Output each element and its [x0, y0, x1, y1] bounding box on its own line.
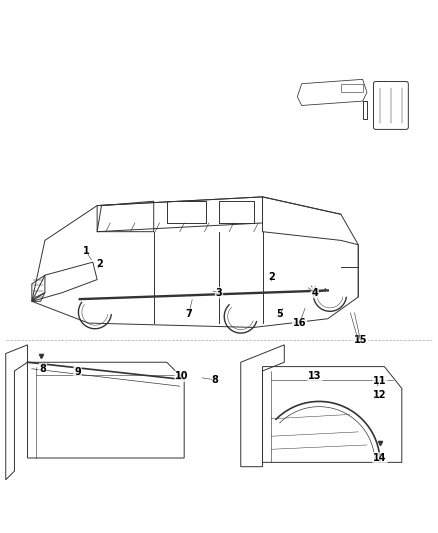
- Text: 8: 8: [39, 364, 46, 374]
- Text: 6: 6: [355, 335, 362, 345]
- Text: 10: 10: [175, 371, 189, 381]
- Text: 3: 3: [215, 288, 223, 297]
- Text: 2: 2: [268, 272, 275, 282]
- Text: 11: 11: [373, 376, 387, 385]
- Text: 16: 16: [293, 318, 306, 328]
- Text: 13: 13: [308, 371, 321, 381]
- Text: 14: 14: [373, 453, 387, 463]
- Text: 12: 12: [373, 390, 387, 400]
- Text: 2: 2: [96, 260, 102, 269]
- Text: 15: 15: [354, 335, 367, 345]
- Text: 4: 4: [311, 288, 318, 297]
- Text: 7: 7: [185, 309, 192, 319]
- Text: 5: 5: [276, 309, 283, 319]
- Text: 8: 8: [211, 375, 218, 385]
- Text: 9: 9: [74, 367, 81, 377]
- Text: 1: 1: [83, 246, 90, 256]
